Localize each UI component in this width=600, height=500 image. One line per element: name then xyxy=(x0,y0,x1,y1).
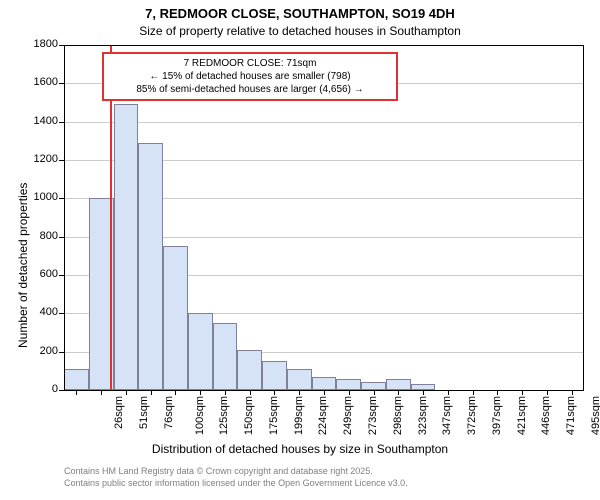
x-tick-label: 495sqm xyxy=(590,396,600,435)
histogram-bar xyxy=(386,379,411,391)
y-tick-label: 1000 xyxy=(18,191,58,203)
histogram-bar xyxy=(336,379,361,391)
x-tick-label: 471sqm xyxy=(565,396,577,435)
y-tick-label: 600 xyxy=(18,268,58,280)
histogram-bar xyxy=(237,350,262,390)
x-tick-label: 397sqm xyxy=(491,396,503,435)
histogram-bar xyxy=(64,369,89,390)
x-axis-line xyxy=(64,390,584,391)
right-axis-line xyxy=(583,45,584,390)
x-tick-label: 372sqm xyxy=(466,396,478,435)
x-tick-label: 26sqm xyxy=(113,396,125,429)
x-tick-label: 273sqm xyxy=(367,396,379,435)
histogram-bar xyxy=(188,313,213,390)
y-axis-line xyxy=(64,45,65,390)
annotation-line3: 85% of semi-detached houses are larger (… xyxy=(110,83,390,96)
x-tick-label: 125sqm xyxy=(219,396,231,435)
x-tick-label: 224sqm xyxy=(318,396,330,435)
histogram-bar xyxy=(287,369,312,390)
x-tick-label: 323sqm xyxy=(417,396,429,435)
x-tick-label: 421sqm xyxy=(516,396,528,435)
histogram-bar xyxy=(163,246,188,390)
x-tick-label: 446sqm xyxy=(540,396,552,435)
x-tick-label: 51sqm xyxy=(138,396,150,429)
y-axis-label: Number of detached properties xyxy=(16,183,30,348)
histogram-bar xyxy=(312,377,337,390)
x-tick-label: 199sqm xyxy=(293,396,305,435)
x-tick-label: 150sqm xyxy=(243,396,255,435)
x-tick-label: 298sqm xyxy=(392,396,404,435)
attribution-line2: Contains public sector information licen… xyxy=(64,478,408,490)
x-tick-label: 249sqm xyxy=(342,396,354,435)
y-tick-label: 1400 xyxy=(18,115,58,127)
y-tick-label: 1200 xyxy=(18,153,58,165)
annotation-box: 7 REDMOOR CLOSE: 71sqm ← 15% of detached… xyxy=(102,52,398,101)
y-tick-label: 1600 xyxy=(18,76,58,88)
histogram-bar xyxy=(138,143,163,390)
x-tick-label: 175sqm xyxy=(268,396,280,435)
y-tick-label: 1800 xyxy=(18,38,58,50)
histogram-bar xyxy=(114,104,139,390)
y-tick-label: 400 xyxy=(18,306,58,318)
y-tick-label: 800 xyxy=(18,230,58,242)
histogram-bar xyxy=(361,382,386,390)
chart-title-sub: Size of property relative to detached ho… xyxy=(0,24,600,38)
annotation-line1: 7 REDMOOR CLOSE: 71sqm xyxy=(110,57,390,70)
attribution-text: Contains HM Land Registry data © Crown c… xyxy=(64,466,408,489)
x-tick-label: 347sqm xyxy=(441,396,453,435)
y-tick-label: 200 xyxy=(18,345,58,357)
chart-container: 7, REDMOOR CLOSE, SOUTHAMPTON, SO19 4DH … xyxy=(0,0,600,500)
histogram-bar xyxy=(262,361,287,390)
chart-title-main: 7, REDMOOR CLOSE, SOUTHAMPTON, SO19 4DH xyxy=(0,6,600,21)
histogram-bar xyxy=(213,323,238,390)
x-tick-label: 100sqm xyxy=(194,396,206,435)
y-tick-label: 0 xyxy=(18,383,58,395)
attribution-line1: Contains HM Land Registry data © Crown c… xyxy=(64,466,408,478)
x-tick-label: 76sqm xyxy=(163,396,175,429)
x-axis-label: Distribution of detached houses by size … xyxy=(0,442,600,456)
annotation-line2: ← 15% of detached houses are smaller (79… xyxy=(110,70,390,83)
gridline xyxy=(64,122,584,123)
top-axis-line xyxy=(64,45,584,46)
